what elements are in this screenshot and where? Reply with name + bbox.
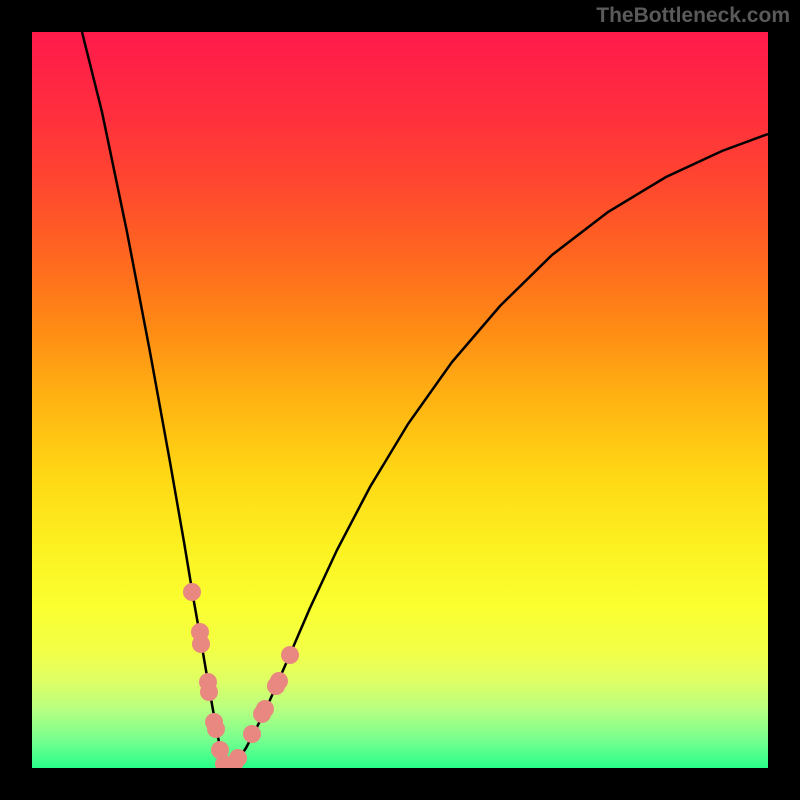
data-marker [200, 683, 218, 701]
data-marker [207, 720, 225, 738]
curve-right-branch [228, 134, 768, 768]
plot-area [32, 32, 768, 768]
data-marker [256, 700, 274, 718]
data-marker [281, 646, 299, 664]
curve-left-branch [82, 32, 228, 768]
data-marker [229, 749, 247, 767]
watermark-text: TheBottleneck.com [596, 4, 790, 28]
data-marker [183, 583, 201, 601]
data-marker [270, 672, 288, 690]
data-marker [243, 725, 261, 743]
data-marker [192, 635, 210, 653]
curve-overlay [32, 32, 768, 768]
chart-container: TheBottleneck.com [0, 0, 800, 800]
